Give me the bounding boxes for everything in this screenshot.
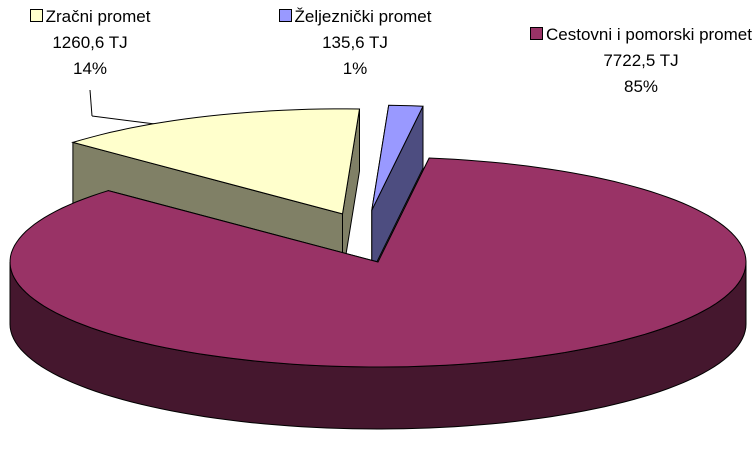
slice-label: Cestovni i pomorski promet 7722,5 TJ 85% [530, 22, 752, 100]
leader-line [91, 115, 156, 125]
legend-swatch [278, 9, 292, 22]
category: Željeznički promet [294, 7, 432, 26]
percent-label: 85% [623, 77, 659, 96]
value-label: 135,6 TJ [322, 33, 388, 52]
slices [9, 104, 747, 430]
slice [9, 157, 747, 430]
slice-label: Zračni promet 1260,6 TJ 14% [0, 4, 180, 82]
slice-top [371, 104, 424, 211]
category: Cestovni i pomorski promet [546, 25, 752, 44]
slice-label: Željeznički promet 135,6 TJ 1% [255, 4, 455, 82]
category: Zračni promet [45, 7, 151, 26]
percent-label: 14% [72, 59, 108, 78]
value-label: 1260,6 TJ [52, 33, 128, 52]
legend-swatch [29, 9, 43, 22]
percent-label: 1% [342, 59, 368, 78]
slice-top [9, 157, 747, 368]
value-label: 7722,5 TJ [603, 51, 679, 70]
legend-swatch [530, 27, 544, 40]
slice [371, 104, 424, 273]
slice-top [71, 108, 361, 215]
leader-line [89, 89, 93, 117]
